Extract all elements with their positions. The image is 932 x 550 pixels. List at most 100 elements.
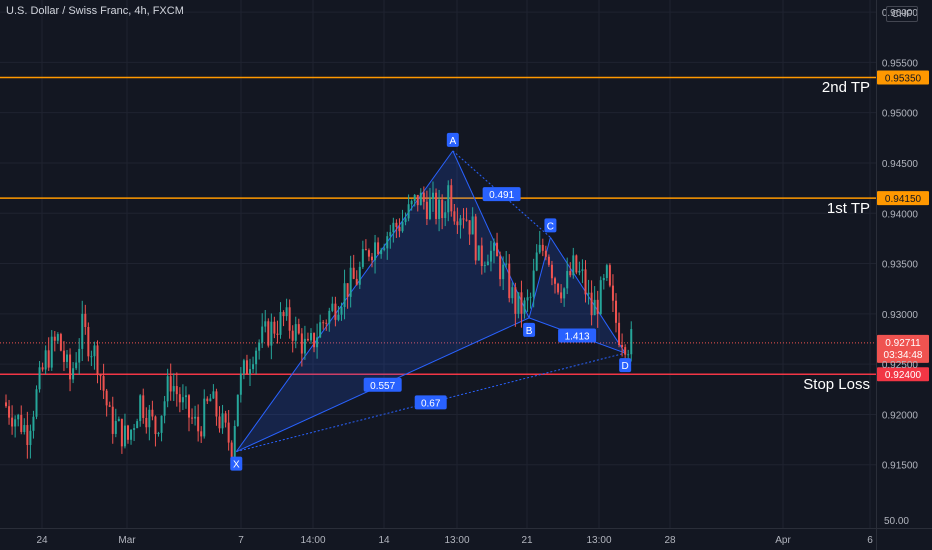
candle-body [102,376,105,391]
candle-body [157,432,160,435]
candle-body [593,299,596,316]
candle-body [221,413,224,429]
pattern-point-c[interactable] [544,218,557,233]
candle-body [166,376,169,402]
candle-body [136,421,139,429]
candle-body [215,391,218,417]
time-axis[interactable]: 24 Mar 7 14:00 14 13:00 21 13:00 28 Apr 6 [36,535,873,546]
candle-body [618,322,621,345]
candle-body [5,402,7,407]
zone-label-2nd-tp: 2nd TP [821,79,870,97]
candle-body [236,394,239,426]
candle-body [611,285,614,301]
candle-body [142,395,145,418]
candle-body [267,321,270,346]
candle-body [316,337,319,348]
candle-body [224,413,227,423]
ratio-badge[interactable] [558,328,597,343]
candle-body [41,367,44,370]
zone-price-tag-text: 0.92400 [885,370,922,381]
pattern-leg [452,150,530,319]
pattern-point-label: A [449,136,456,147]
candle-body [14,419,17,427]
candle-body [605,265,608,278]
candle-body [154,416,157,435]
candle-body [380,249,383,255]
zone-price-tag[interactable] [877,70,929,85]
candle-body [291,330,294,341]
candle-body [462,218,465,220]
candle-body [56,334,59,341]
candle-body [38,367,41,390]
pattern-point-b[interactable] [523,322,536,337]
pattern-leg [550,237,626,354]
candle-body [23,425,26,433]
candle-body [313,333,316,348]
zone-price-tag[interactable] [877,191,929,206]
candle-body [477,245,480,261]
candle-body [258,342,261,351]
candle-body [151,409,154,417]
candle-body [8,406,11,418]
candle-body [383,248,386,250]
candle-body [581,269,584,271]
candle-body [105,390,108,406]
candle-body [435,192,438,219]
candle-body [532,270,535,297]
candle-body [191,417,194,419]
zone-price-tag[interactable] [877,367,929,382]
candle-body [90,356,93,358]
candle-body [615,300,617,323]
candle-body [120,418,123,447]
candle-body [252,364,255,370]
ratio-badge[interactable] [414,395,447,410]
candle-body [471,216,474,235]
price-tick-label: 0.94500 [882,159,919,170]
candle-body [517,292,520,314]
candle-body [17,414,20,420]
candle-body [285,307,288,317]
candle-body [206,398,209,402]
axis-unit-badge[interactable]: CHF [886,6,918,22]
candle-body [203,398,206,437]
candle-body [264,321,267,327]
candle-body [584,269,587,295]
candle-body [75,362,78,369]
candle-body [526,297,529,301]
zone-label-stop-loss: Stop Loss [803,376,870,394]
candle-body [239,373,242,395]
time-tick-label: Apr [775,535,791,546]
candle-body [178,394,181,403]
candle-body [169,376,172,392]
candle-body [261,326,264,343]
candle-body [520,292,523,314]
price-tick-label: 0.93000 [882,310,919,321]
ratio-badge[interactable] [482,187,521,202]
candle-body [44,350,47,370]
pattern-point-a[interactable] [446,132,459,147]
candle-body [62,350,65,362]
candle-body [630,329,633,355]
candle-body [242,360,245,374]
candle-body [508,263,511,299]
candle-body [413,194,416,201]
candle-body [99,374,102,377]
last-price-tag[interactable] [877,334,929,363]
candle-body [273,321,276,334]
ratio-badge-text: 0.557 [370,381,395,392]
pattern-point-x[interactable] [230,456,243,471]
time-tick-label: 21 [521,535,533,546]
candle-body [209,398,212,402]
ratio-badge[interactable] [363,377,402,392]
candle-body [367,250,370,257]
pattern-point-label: X [233,460,240,471]
candle-body [78,348,81,363]
pattern-point-d[interactable] [619,358,632,373]
candle-body [514,287,517,314]
candle-body [200,431,203,437]
candle-body [11,417,14,427]
time-tick-label: 13:00 [586,535,611,546]
candle-body [343,283,346,307]
